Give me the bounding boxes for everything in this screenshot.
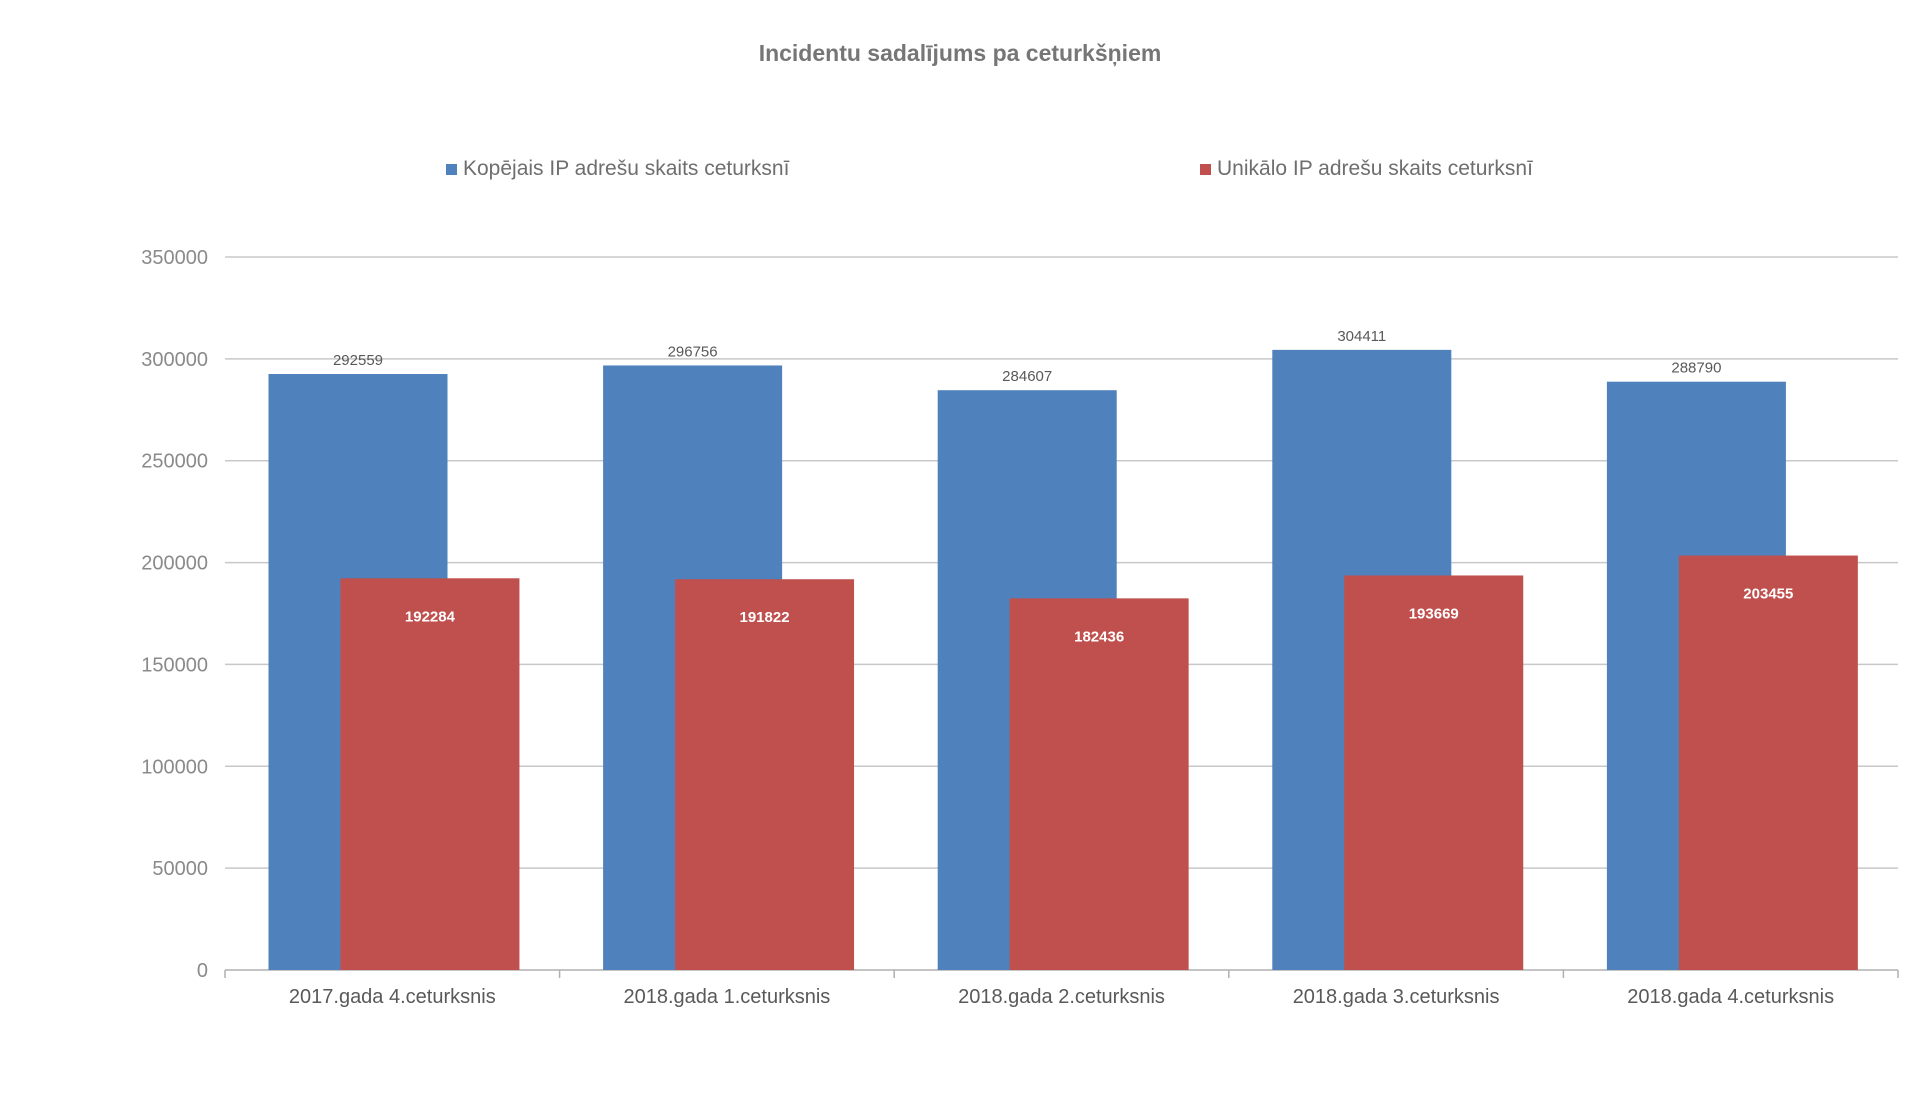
y-tick-label: 50000 <box>152 858 208 880</box>
data-label-unique: 203455 <box>1743 586 1793 603</box>
legend-label-unique: Unikālo IP adrešu skaits ceturksnī <box>1217 157 1533 180</box>
data-label-total: 296756 <box>668 343 718 360</box>
x-category-label: 2018.gada 4.ceturksnis <box>1627 986 1834 1008</box>
data-label-unique: 191822 <box>740 609 790 626</box>
chart-title: Incidentu sadalījums pa ceturkšņiem <box>758 40 1162 66</box>
y-tick-label: 200000 <box>141 553 208 575</box>
y-tick-label: 150000 <box>141 654 208 676</box>
bar-unique <box>1009 598 1189 970</box>
data-label-unique: 182436 <box>1074 628 1124 645</box>
x-category-label: 2018.gada 2.ceturksnis <box>958 986 1165 1008</box>
y-tick-label: 300000 <box>141 349 208 371</box>
legend-swatch-total <box>446 163 457 175</box>
bar-unique <box>340 578 520 970</box>
data-label-total: 284607 <box>1002 368 1052 385</box>
x-category-label: 2018.gada 1.ceturksnis <box>623 986 830 1008</box>
y-tick-label: 350000 <box>141 247 208 269</box>
bar-unique <box>675 579 855 970</box>
bar-unique <box>1678 555 1858 970</box>
x-category-label: 2017.gada 4.ceturksnis <box>289 986 496 1008</box>
legend-swatch-unique <box>1200 163 1211 175</box>
y-tick-label: 100000 <box>141 756 208 778</box>
bar-unique <box>1344 575 1524 970</box>
legend-item-total: Kopējais IP adrešu skaits ceturksnī <box>446 156 789 182</box>
x-category-label: 2018.gada 3.ceturksnis <box>1293 986 1500 1008</box>
legend-item-unique: Unikālo IP adrešu skaits ceturksnī <box>1200 156 1533 182</box>
data-label-total: 288790 <box>1671 360 1721 377</box>
data-label-unique: 192284 <box>405 608 456 625</box>
data-label-total: 304411 <box>1337 328 1386 345</box>
y-tick-label: 250000 <box>141 451 208 473</box>
data-label-total: 292559 <box>333 352 383 369</box>
data-label-unique: 193669 <box>1409 605 1459 622</box>
y-tick-label: 0 <box>197 960 208 982</box>
legend-label-total: Kopējais IP adrešu skaits ceturksnī <box>463 157 790 180</box>
